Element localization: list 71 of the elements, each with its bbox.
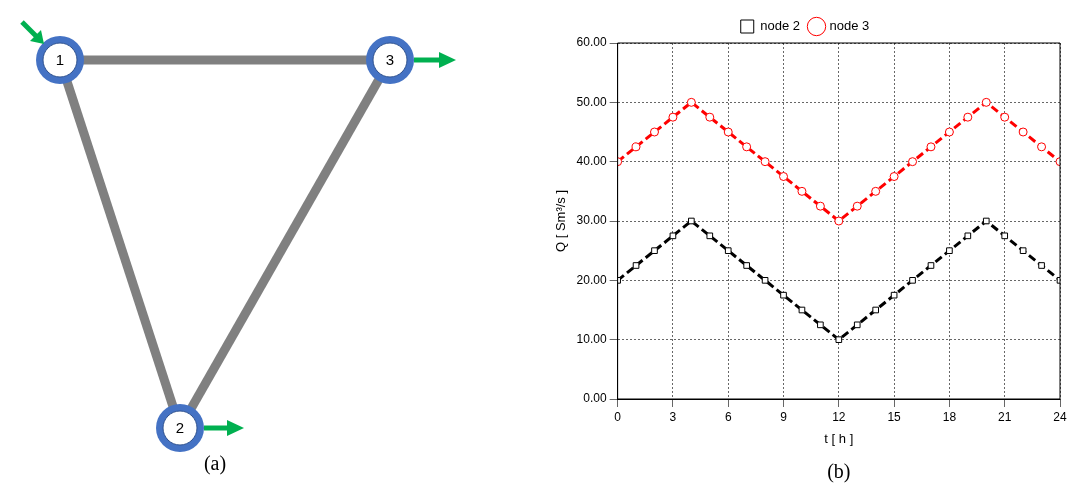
point — [1019, 247, 1027, 254]
text: 2 — [174, 418, 186, 438]
point — [760, 157, 770, 167]
point — [743, 262, 750, 269]
point — [798, 306, 806, 314]
point — [779, 172, 789, 181]
point — [890, 291, 898, 299]
point — [871, 186, 881, 196]
x-tick-label: 21 — [998, 409, 1012, 424]
point — [909, 277, 916, 284]
text: (b) — [827, 460, 851, 483]
point — [1038, 262, 1045, 269]
point — [852, 201, 862, 211]
y-tick-label: 20.00 — [576, 272, 607, 287]
point — [981, 97, 991, 107]
y-tick-label: 10.00 — [576, 331, 607, 346]
point — [927, 262, 935, 269]
x-tick-label: 12 — [832, 409, 846, 424]
point — [853, 321, 861, 329]
y-tick-label: 40.00 — [576, 153, 607, 168]
point — [982, 217, 990, 225]
x-tick-label: 18 — [942, 409, 957, 424]
text: 3 — [384, 50, 396, 70]
point — [1037, 142, 1047, 152]
point — [944, 127, 954, 137]
text: (a) — [202, 452, 228, 475]
point — [705, 112, 715, 122]
point — [686, 97, 696, 107]
point — [761, 277, 769, 284]
x-tick-label: 0 — [614, 409, 622, 424]
point — [1001, 232, 1009, 240]
point — [835, 336, 843, 343]
point — [817, 321, 824, 329]
y-tick-label: 30.00 — [576, 213, 607, 228]
point — [797, 186, 807, 196]
point — [742, 142, 752, 152]
x-tick-label: 24 — [1053, 409, 1067, 424]
point — [964, 232, 972, 240]
point — [1000, 112, 1010, 122]
y-tick-label: 60.00 — [576, 35, 607, 50]
y-tick-label: 0.00 — [583, 391, 607, 406]
x-tick-label: 6 — [724, 409, 732, 424]
x-tick-label: 9 — [780, 409, 788, 424]
point — [908, 157, 918, 167]
point — [815, 201, 825, 211]
x-tick-label: 3 — [669, 409, 677, 424]
y-axis-title: Q [ Sm³/s ] — [553, 189, 569, 253]
point — [723, 127, 733, 137]
point — [889, 172, 899, 181]
x-axis-title: t [ h ] — [824, 430, 854, 446]
x-tick-label: 15 — [887, 409, 902, 424]
point — [946, 247, 953, 254]
point — [1018, 127, 1028, 137]
point — [926, 142, 936, 152]
legend-label: node 3 — [829, 18, 870, 34]
point — [834, 216, 844, 226]
point — [780, 291, 787, 299]
point — [649, 127, 659, 137]
point — [632, 262, 640, 269]
point — [631, 142, 641, 152]
point — [668, 112, 678, 122]
text: 1 — [54, 50, 66, 70]
point — [669, 232, 677, 240]
point — [651, 247, 658, 254]
point — [872, 306, 880, 314]
point — [724, 247, 732, 254]
point — [963, 112, 973, 122]
y-tick-label: 50.00 — [576, 94, 607, 109]
legend-label: node 2 — [760, 18, 800, 34]
point — [688, 217, 695, 225]
point — [706, 232, 714, 240]
